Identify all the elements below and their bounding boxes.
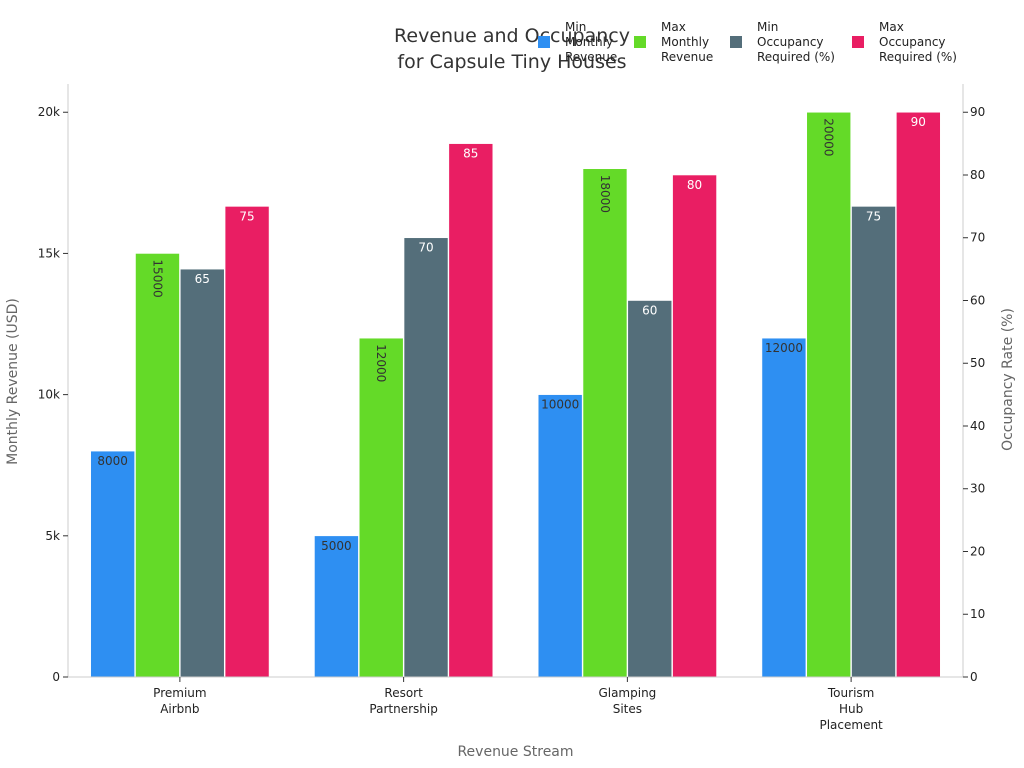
bar-value-label: 75 [866, 209, 881, 223]
chart-title: Revenue and Occupancy for Capsule Tiny Ho… [394, 25, 630, 73]
bar [672, 174, 717, 678]
x-tick-label: Premium Airbnb [153, 686, 206, 716]
legend-label: Max Occupancy Required (%) [879, 20, 957, 64]
left-y-axis: 0 5k 10k 15k 20k Monthly Revenue (USD) [5, 84, 69, 684]
right-tick-label: 70 [970, 231, 985, 245]
right-tick-label: 60 [970, 293, 985, 307]
left-tick-label: 15k [38, 246, 60, 260]
bar [761, 337, 807, 678]
right-tick-label: 40 [970, 419, 985, 433]
right-tick-label: 20 [970, 544, 985, 558]
legend-swatch [634, 36, 646, 48]
legend-swatch [852, 36, 864, 48]
left-tick-label: 5k [45, 529, 60, 543]
bar [448, 143, 494, 678]
right-y-axis: 0 10 20 30 40 50 60 70 80 90 Occupancy Rate (%) [962, 84, 1016, 684]
bar-value-label: 12000 [765, 341, 803, 355]
bar [537, 394, 583, 678]
right-tick-label: 0 [970, 670, 978, 684]
bar-value-label: 5000 [321, 539, 352, 553]
right-tick-label: 50 [970, 356, 985, 370]
bar-value-label: 20000 [822, 118, 836, 156]
legend-swatch [730, 36, 742, 48]
bar [358, 337, 404, 678]
left-tick-label: 0 [52, 670, 60, 684]
bar [582, 168, 628, 678]
bar [135, 253, 180, 678]
bar-value-label: 70 [418, 241, 433, 255]
chart-title-text: Revenue and Occupancy for Capsule Tiny Ho… [394, 25, 630, 73]
bar [806, 111, 852, 678]
bar-value-label: 15000 [150, 259, 164, 297]
bar [179, 268, 225, 678]
plot-area [90, 111, 941, 678]
right-axis-title: Occupancy Rate (%) [1000, 308, 1016, 451]
bar [403, 237, 449, 678]
x-tick-label: Tourism Hub Placement [819, 686, 883, 732]
x-tick-label: Glamping Sites [598, 686, 656, 716]
bar-value-label: 8000 [97, 454, 128, 468]
bar [896, 111, 941, 678]
x-axis-title: Revenue Stream [457, 744, 573, 760]
bar [224, 206, 270, 678]
left-tick-label: 10k [38, 388, 60, 402]
bar-value-label: 18000 [598, 175, 612, 213]
bar [314, 535, 359, 678]
legend-label: Min Monthly Revenue [565, 20, 617, 64]
bar-labels: 8000 5000 10000 12000 15000 12000 18000 20000 65… [97, 115, 926, 553]
x-axis: Premium Airbnb Resort Partnership Glamping Si… [68, 676, 963, 760]
bar-value-label: 65 [195, 272, 210, 286]
right-tick-label: 80 [970, 168, 985, 182]
legend-swatch [538, 36, 550, 48]
legend-label: Max Monthly Revenue [661, 20, 713, 64]
bar-value-label: 80 [687, 178, 702, 192]
right-tick-label: 90 [970, 105, 985, 119]
bar-value-label: 90 [911, 115, 926, 129]
bar [627, 300, 673, 678]
bar-value-label: 12000 [374, 344, 388, 382]
legend: Min Monthly Revenue Max Monthly Revenue Min Occ… [538, 20, 957, 64]
bar-value-label: 60 [642, 303, 657, 317]
bar-value-label: 75 [239, 209, 254, 223]
x-tick-label: Resort Partnership [369, 686, 437, 716]
bar-value-label: 10000 [541, 398, 579, 412]
right-tick-label: 30 [970, 482, 985, 496]
left-tick-label: 20k [38, 105, 60, 119]
left-axis-title: Monthly Revenue (USD) [5, 298, 21, 465]
legend-label: Min Occupancy Required (%) [757, 20, 835, 64]
right-tick-label: 10 [970, 607, 985, 621]
bar-value-label: 85 [463, 147, 478, 161]
bar [90, 450, 135, 678]
bar [851, 206, 896, 678]
